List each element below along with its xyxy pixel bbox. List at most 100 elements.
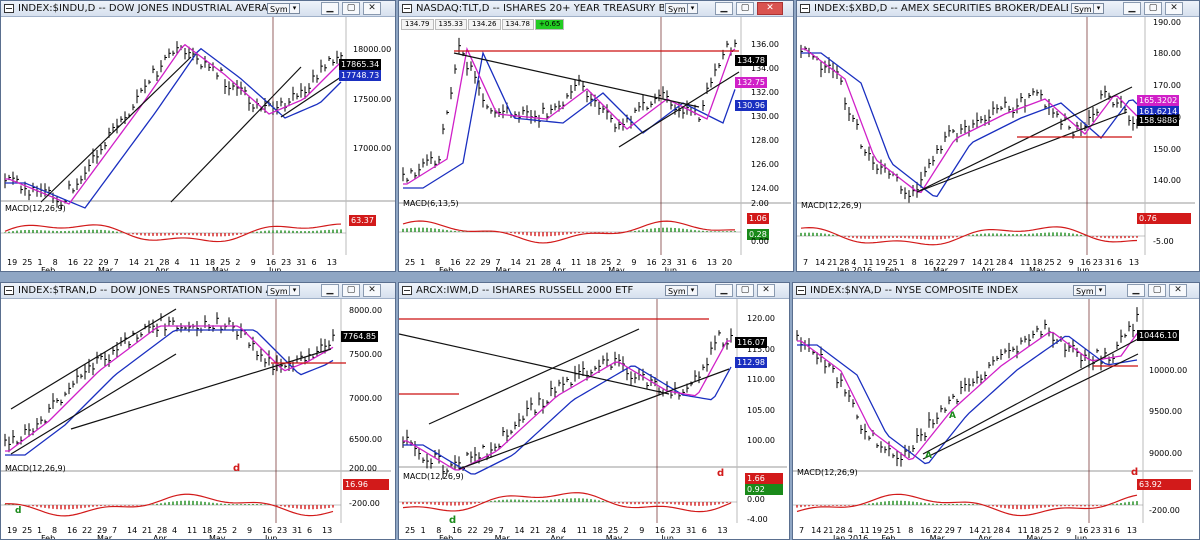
sym-dropdown-icon[interactable]: ▾ — [289, 3, 300, 14]
sym-button[interactable]: Sym — [665, 3, 689, 14]
x-tick-label: 22 — [933, 526, 943, 535]
chart-icon — [4, 286, 14, 295]
minimize-button[interactable]: ▁ — [321, 284, 339, 297]
x-tick-label: 23 — [277, 526, 287, 535]
sym-dropdown-icon[interactable]: ▾ — [1095, 285, 1106, 296]
month-label: Apr — [978, 534, 993, 539]
price-chart[interactable]: 19 25 1 8 16 22 29 7 14 21 28 4 11 18 25 2 9 16 23 31 6 13Feb… — [1, 299, 395, 539]
chart-window-tran[interactable]: INDEX:$TRAN,D -- DOW JONES TRANSPORTATIO… — [0, 282, 396, 540]
x-tick-label: 25 — [22, 526, 32, 535]
sym-dropdown-icon[interactable]: ▾ — [1093, 3, 1104, 14]
x-tick-label: 6 — [1117, 258, 1122, 267]
month-label: Apr — [550, 534, 565, 539]
x-tick-label: 8 — [912, 258, 917, 267]
x-tick-label: 1 — [420, 258, 425, 267]
maximize-button[interactable]: ▢ — [342, 2, 360, 15]
macd-label: MACD(12,26,9) — [403, 472, 464, 481]
ytick-5: 128.00 — [751, 136, 779, 145]
minimize-button[interactable]: ▁ — [715, 284, 733, 297]
minimize-button[interactable]: ▁ — [1127, 284, 1145, 297]
window-title: NASDAQ:TLT,D -- ISHARES 20+ YEAR TREASUR… — [416, 3, 664, 14]
macd-signal-mark-2: d — [15, 506, 22, 516]
minimize-button[interactable]: ▁ — [321, 2, 339, 15]
close-button[interactable]: ✕ — [363, 2, 381, 15]
x-tick-label: 31 — [296, 258, 306, 267]
sym-button[interactable]: Sym — [1073, 285, 1097, 296]
maximize-button[interactable]: ▢ — [1148, 284, 1166, 297]
sym-button[interactable]: Sym — [665, 285, 689, 296]
sym-button[interactable]: Sym — [1071, 3, 1095, 14]
price-bars: 19 25 1 8 16 22 29 7 14 21 28 4 11 18 25 2 9 16 23 31 6 13Feb… — [1, 17, 395, 271]
x-tick-label: 22 — [82, 526, 92, 535]
x-tick-label: 23 — [1090, 526, 1100, 535]
maximize-button[interactable]: ▢ — [736, 284, 754, 297]
x-tick-label: 25 — [888, 258, 898, 267]
minimize-button[interactable]: ▁ — [715, 2, 733, 15]
chart-icon — [402, 4, 412, 13]
ytick-5: 100.00 — [747, 436, 775, 445]
x-tick-label: 22 — [83, 258, 93, 267]
title-bar[interactable]: INDEX:$TRAN,D -- DOW JONES TRANSPORTATIO… — [1, 283, 395, 299]
month-label: May — [209, 534, 226, 539]
title-bar[interactable]: INDEX:$INDU,D -- DOW JONES INDUSTRIAL AV… — [1, 1, 395, 17]
ma-fast-line — [5, 325, 334, 452]
maximize-button[interactable]: ▢ — [736, 2, 754, 15]
minimize-button[interactable]: ▁ — [1123, 2, 1141, 15]
close-button[interactable]: ✕ — [363, 284, 381, 297]
maximize-button[interactable]: ▢ — [1144, 2, 1162, 15]
close-button[interactable]: ✕ — [757, 2, 783, 15]
x-tick-label: 16 — [452, 526, 462, 535]
x-tick-label: 18 — [1032, 258, 1042, 267]
x-tick-label: 11 — [1020, 258, 1030, 267]
x-tick-label: 25 — [220, 258, 230, 267]
x-tick-label: 14 — [127, 526, 137, 535]
x-tick-label: 21 — [827, 258, 837, 267]
title-bar[interactable]: NASDAQ:TLT,D -- ISHARES 20+ YEAR TREASUR… — [399, 1, 793, 17]
x-tick-label: 7 — [112, 526, 117, 535]
month-label: Feb — [41, 534, 55, 539]
sym-button[interactable]: Sym — [267, 3, 291, 14]
x-tick-label: 9 — [247, 526, 252, 535]
macd-label: MACD(12,26,9) — [801, 201, 862, 210]
x-tick-label: 28 — [541, 258, 551, 267]
close-button[interactable]: ✕ — [757, 284, 775, 297]
macd-ytick-1: 0.00 — [747, 495, 765, 504]
macd-value-tag: 1.06 — [747, 213, 769, 224]
x-tick-label: 7 — [499, 526, 504, 535]
title-bar[interactable]: INDEX:$XBD,D -- AMEX SECURITIES BROKER/D… — [797, 1, 1199, 17]
ytick-3: 110.00 — [747, 375, 775, 384]
sym-dropdown-icon[interactable]: ▾ — [289, 285, 300, 296]
trend-line — [453, 52, 700, 108]
price-bars: 25 1 8 16 22 29 7 14 21 28 4 11 18 25 2 9 16 23 31 6 13 20Feb… — [399, 17, 791, 271]
macd-signal-mark: d — [717, 468, 725, 479]
chart-window-tlt[interactable]: NASDAQ:TLT,D -- ISHARES 20+ YEAR TREASUR… — [398, 0, 794, 272]
sym-dropdown-icon[interactable]: ▾ — [687, 3, 698, 14]
sym-button[interactable]: Sym — [267, 285, 291, 296]
window-title: INDEX:$INDU,D -- DOW JONES INDUSTRIAL AV… — [18, 3, 270, 14]
month-label: May — [1026, 534, 1043, 539]
macd-label: MACD(6,13,5) — [403, 199, 459, 208]
close-button[interactable]: ✕ — [1165, 2, 1183, 15]
chart-window-indu[interactable]: INDEX:$INDU,D -- DOW JONES INDUSTRIAL AV… — [0, 0, 396, 272]
title-bar[interactable]: ARCX:IWM,D -- ISHARES RUSSELL 2000 ETF S… — [399, 283, 789, 299]
chart-window-xbd[interactable]: INDEX:$XBD,D -- AMEX SECURITIES BROKER/D… — [796, 0, 1200, 272]
price-bars: 19 25 1 8 16 22 29 7 14 21 28 4 11 18 25 2 9 16 23 31 6 13Feb… — [1, 299, 391, 539]
price-chart[interactable]: 25 1 8 16 22 29 7 14 21 28 4 11 18 25 2 9 16 23 31 6 13 20Feb… — [399, 17, 793, 271]
price-chart[interactable]: 7 14 21 28 4 11 19 25 1 8 16 22 29 7 14 21 28 4 11 18 25 2 9 16… — [797, 17, 1199, 271]
maximize-button[interactable]: ▢ — [342, 284, 360, 297]
x-tick-label: 4 — [851, 258, 856, 267]
x-tick-label: 11 — [860, 526, 870, 535]
close-button[interactable]: ✕ — [1169, 284, 1187, 297]
x-tick-label: 4 — [848, 526, 853, 535]
x-tick-label: 11 — [187, 526, 197, 535]
price-chart[interactable]: 19 25 1 8 16 22 29 7 14 21 28 4 11 18 25 2 9 16 23 31 6 13Feb… — [1, 17, 395, 271]
sym-dropdown-icon[interactable]: ▾ — [687, 285, 698, 296]
chart-window-iwm[interactable]: ARCX:IWM,D -- ISHARES RUSSELL 2000 ETF S… — [398, 282, 790, 540]
macd-signal-mark: d — [1131, 467, 1139, 478]
title-bar[interactable]: INDEX:$NYA,D -- NYSE COMPOSITE INDEX Sym… — [793, 283, 1199, 299]
x-tick-label: 9 — [631, 258, 636, 267]
chart-window-nya[interactable]: INDEX:$NYA,D -- NYSE COMPOSITE INDEX Sym… — [792, 282, 1200, 540]
high-value: 135.33 — [434, 19, 467, 30]
